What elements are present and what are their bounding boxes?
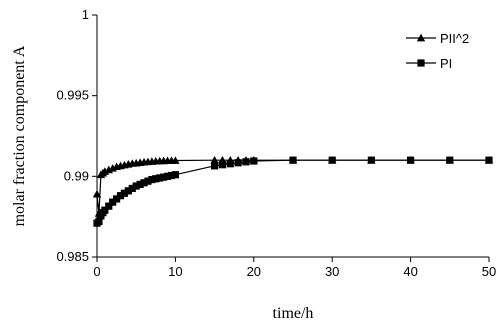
x-tick-label: 50 [482,264,496,279]
data-point-pi [120,189,129,197]
series-group [92,156,494,227]
legend: PII^2 PI [406,31,469,71]
data-point-pi [446,156,454,164]
x-tick-label: 30 [325,264,339,279]
x-axis-title: time/h [273,305,314,322]
legend-marker-pii2 [416,33,426,42]
data-point-pi [163,172,172,180]
data-point-pi [171,171,179,179]
data-point-pi [160,173,168,181]
data-point-pi [124,187,132,195]
data-point-pii2 [210,156,219,164]
data-point-pi [218,161,227,169]
data-point-pi [109,198,117,206]
series-line-pii2 [96,159,489,214]
x-tick-label: 20 [247,264,261,279]
y-axis-title: molar fraction component A [11,45,28,226]
data-point-pi [152,175,160,183]
legend-label-pi: PI [440,56,452,71]
data-point-pi [485,156,493,164]
data-point-pi [113,195,121,203]
data-point-pi [328,156,336,164]
data-point-pi [234,159,242,167]
data-point-pi [211,162,219,170]
data-point-pi [250,157,258,165]
data-point-pi [156,174,164,182]
data-point-pi [140,179,148,187]
data-point-pi [148,175,156,184]
data-point-pi [226,160,234,168]
data-point-pi [95,217,103,226]
data-point-pi [144,177,152,185]
y-tick-label: 0.985 [56,249,89,264]
x-tick-label: 40 [403,264,417,279]
data-point-pi [367,156,375,164]
legend-label-pii2: PII^2 [440,31,469,46]
data-point-pi [132,182,140,190]
data-point-pi [242,158,250,166]
data-point-pi [128,184,136,193]
data-point-pi [105,202,113,210]
y-tick-label: 0.99 [64,168,89,183]
data-point-pi [101,206,109,214]
data-point-pi [289,156,297,164]
data-point-pi [136,180,144,188]
x-tick-label: 0 [93,264,100,279]
data-point-pi [167,171,176,180]
data-point-pii2 [171,156,180,164]
x-tick-label: 10 [168,264,182,279]
y-tick-label: 1 [82,7,89,22]
data-point-pi [407,156,415,164]
series-line-pi [96,159,489,224]
data-point-pii2 [92,189,102,198]
y-tick-label: 0.995 [56,88,89,103]
data-point-pi [116,192,125,200]
legend-marker-pi [417,59,425,67]
